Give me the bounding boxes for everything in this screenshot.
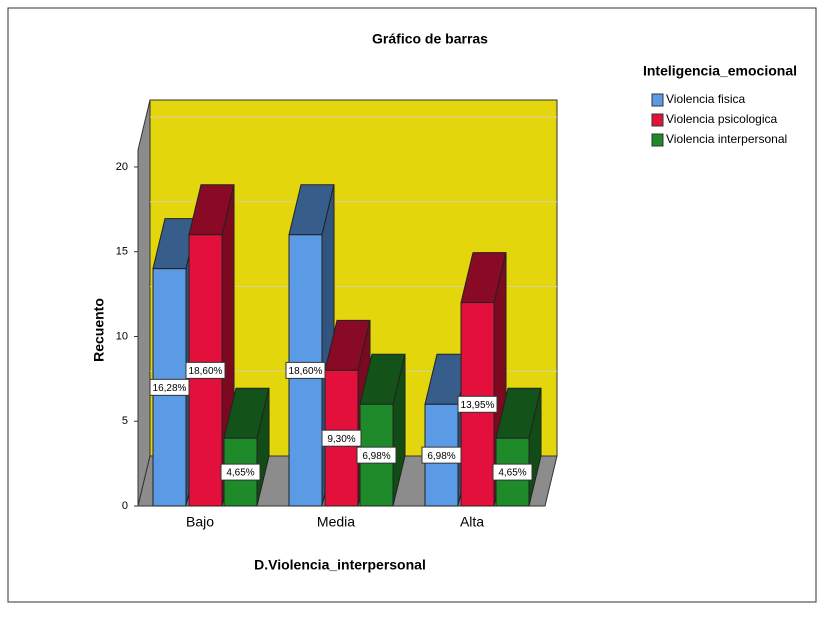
data-label: 18,60%	[189, 366, 223, 377]
data-label: 9,30%	[327, 434, 355, 445]
legend-swatch	[651, 133, 664, 147]
chart-title: Gráfico de barras	[372, 31, 488, 47]
data-label-box	[285, 361, 326, 379]
y-tick-label: 0	[122, 500, 128, 512]
data-label-box	[356, 446, 397, 464]
data-label: 13,95%	[461, 400, 495, 411]
data-label-box	[149, 378, 190, 396]
legend-swatch	[651, 93, 664, 107]
data-label: 4,65%	[226, 468, 254, 479]
data-label-box	[457, 395, 498, 413]
data-label: 4,65%	[498, 468, 526, 479]
legend-title: Inteligencia_emocional	[643, 63, 797, 79]
data-label-box	[220, 463, 261, 481]
data-label: 6,98%	[427, 451, 455, 462]
y-tick-label: 15	[116, 246, 128, 258]
x-tick-label: Alta	[460, 514, 484, 530]
x-tick-label: Bajo	[186, 514, 214, 530]
y-tick-label: 10	[116, 330, 128, 342]
legend-label: Violencia fisica	[666, 92, 745, 106]
legend-label: Violencia psicologica	[666, 112, 778, 126]
data-label: 6,98%	[362, 451, 390, 462]
y-tick-label: 5	[122, 415, 128, 427]
data-label-box	[321, 429, 362, 447]
side-wall	[137, 99, 151, 507]
legend-swatch	[651, 113, 664, 127]
legend-label: Violencia interpersonal	[666, 132, 787, 146]
data-label-box	[492, 463, 533, 481]
data-label-box	[421, 446, 462, 464]
data-label-box	[185, 361, 226, 379]
x-axis-label: D.Violencia_interpersonal	[254, 557, 426, 573]
x-tick-label: Media	[317, 514, 355, 530]
bar	[359, 353, 406, 507]
y-tick-label: 20	[116, 161, 128, 173]
data-label: 18,60%	[289, 366, 323, 377]
data-label: 16,28%	[153, 383, 187, 394]
y-axis-label: Recuento	[91, 298, 107, 362]
